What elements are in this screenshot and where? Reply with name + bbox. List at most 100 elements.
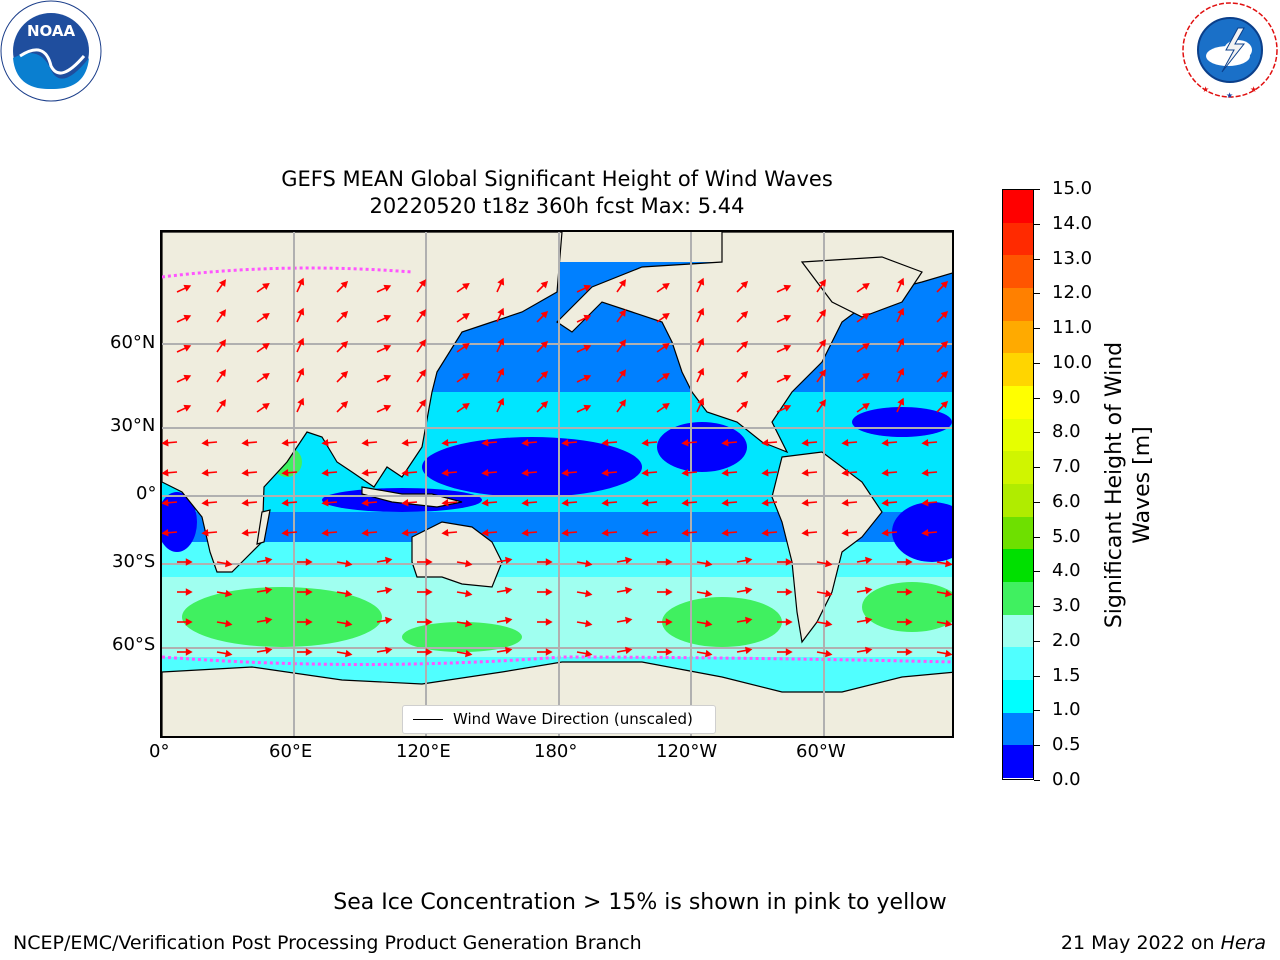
wave-direction-arrowhead — [185, 558, 193, 566]
wave-direction-arrowhead — [540, 400, 549, 409]
land-madagascar — [256, 509, 271, 545]
svg-text:★: ★ — [1250, 85, 1257, 94]
wave-direction-arrowhead — [783, 344, 792, 352]
wave-direction-arrowhead — [662, 403, 670, 411]
wave-direction-arrowhead — [241, 529, 249, 537]
wave-direction-arrowhead — [905, 588, 913, 596]
wave-direction-arrowhead — [825, 589, 833, 598]
wave-direction-arrowhead — [297, 397, 305, 406]
ocean-patch — [422, 437, 642, 497]
wave-direction-arrowhead — [897, 367, 905, 376]
wave-direction-arrowhead — [697, 277, 705, 286]
machine-name: Hera — [1220, 932, 1266, 954]
wave-direction-arrowhead — [841, 529, 849, 537]
wave-direction-arrowhead — [465, 619, 473, 628]
wave-direction-arrowhead — [761, 469, 769, 477]
lon-label: 180° — [534, 741, 578, 762]
wave-direction-arrowhead — [561, 529, 569, 537]
wave-direction-arrowhead — [340, 310, 349, 319]
gridlines — [162, 232, 952, 736]
wave-direction-arrowhead — [897, 307, 905, 316]
wave-direction-arrowhead — [585, 559, 593, 568]
colorbar-tick — [1034, 571, 1040, 573]
wave-direction-arrowhead — [418, 309, 426, 317]
wave-direction-arrowhead — [761, 439, 769, 447]
colorbar-tick — [1034, 189, 1040, 190]
wave-direction-arrowhead — [465, 649, 473, 658]
wave-direction-arrowhead — [418, 369, 426, 377]
lat-label: 0° — [136, 483, 157, 504]
wave-direction-arrowhead — [462, 283, 470, 291]
wave-direction-arrowhead — [618, 309, 626, 317]
colorbar-tick-label: 0.0 — [1052, 769, 1081, 790]
wave-direction-arrowhead — [425, 648, 433, 656]
wave-direction-arrowhead — [921, 469, 929, 477]
wave-direction-arrowhead — [601, 469, 609, 477]
legend-label: Wind Wave Direction (unscaled) — [453, 710, 693, 728]
wave-direction-arrowhead — [583, 344, 592, 352]
wave-direction-arrowhead — [441, 469, 449, 477]
plot-subtitle: 20220520 t18z 360h fcst Max: 5.44 — [369, 194, 745, 218]
wave-direction-arrowhead — [262, 313, 270, 321]
colorbar-segment — [1003, 255, 1033, 289]
wave-direction-arrowhead — [681, 499, 689, 507]
wave-direction-arrowhead — [262, 403, 270, 411]
wave-direction-arrowhead — [321, 469, 329, 477]
wave-direction-arrowhead — [818, 339, 826, 347]
wave-direction-arrowhead — [601, 499, 609, 507]
lon-label: 120°W — [656, 741, 718, 762]
colorbar-segment — [1003, 320, 1033, 354]
colorbar-segment — [1003, 647, 1033, 681]
colorbar-tick-label: 9.0 — [1052, 386, 1081, 408]
wave-direction-arrowhead — [297, 307, 305, 316]
colorbar-segment — [1003, 549, 1033, 583]
wave-direction-arrowhead — [783, 284, 792, 292]
wave-direction-arrowhead — [862, 343, 870, 351]
wave-direction-arrowhead — [225, 619, 233, 628]
colorbar-segment — [1003, 451, 1033, 485]
wave-direction-arrowhead — [897, 397, 905, 406]
wave-direction-arrowhead — [705, 559, 713, 568]
wave-direction-arrowhead — [225, 589, 233, 598]
colorbar-tick — [1034, 328, 1040, 330]
wave-direction-arrowhead — [705, 649, 713, 658]
wave-direction-arrowhead — [183, 344, 192, 352]
swell-patch — [662, 597, 782, 647]
wave-direction-arrowhead — [265, 646, 273, 655]
wave-direction-arrowhead — [745, 556, 753, 565]
wave-direction-arrowhead — [497, 277, 505, 286]
ocean-patch — [162, 492, 197, 552]
wave-direction-arrowhead — [583, 314, 592, 322]
wave-direction-arrowhead — [945, 589, 952, 598]
noaa-logo: NOAA — [0, 0, 104, 104]
legend-line — [413, 719, 443, 720]
wave-direction-arrowhead — [201, 499, 209, 507]
wave-direction-arrowhead — [697, 307, 705, 316]
wave-direction-arrowhead — [185, 648, 193, 656]
wave-direction-arrowhead — [881, 499, 889, 507]
wave-direction-arrowhead — [641, 469, 649, 477]
colorbar-tick-label: 4.0 — [1052, 560, 1081, 582]
wave-direction-arrowhead — [462, 403, 470, 411]
wave-direction-arrowhead — [783, 314, 792, 322]
colorbar-title: Significant Height of Wind Waves [m] — [1102, 341, 1155, 629]
wave-direction-arrowhead — [540, 340, 549, 349]
swell-patch — [402, 622, 522, 652]
wave-direction-arrowhead — [818, 309, 826, 317]
wave-direction-arrowhead — [345, 559, 353, 568]
wave-direction-arrowhead — [625, 586, 633, 595]
wave-direction-arrowhead — [441, 529, 449, 537]
lat-label: 60°S — [112, 634, 156, 655]
wave-direction-arrowhead — [361, 439, 369, 447]
wave-direction-arrowhead — [340, 340, 349, 349]
wave-direction-arrowhead — [761, 499, 769, 507]
wave-direction-arrowhead — [497, 397, 505, 406]
wave-direction-arrowhead — [825, 649, 833, 658]
wave-direction-arrowhead — [305, 618, 313, 626]
wave-direction-arrowhead — [383, 284, 392, 292]
wave-direction-arrowhead — [385, 556, 393, 565]
wave-direction-arrowhead — [262, 343, 270, 351]
wave-direction-arrowhead — [865, 556, 873, 565]
wave-direction-arrowhead — [540, 280, 549, 289]
wave-direction-arrowhead — [201, 439, 209, 447]
